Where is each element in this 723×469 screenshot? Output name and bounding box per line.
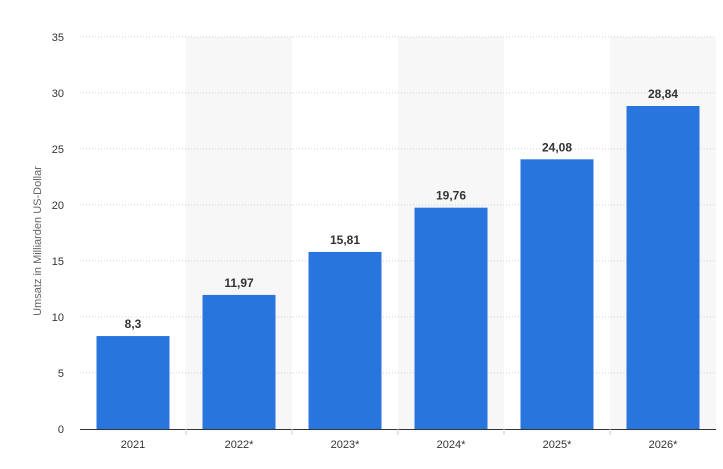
x-tick-label: 2024*	[437, 439, 466, 451]
bar	[626, 105, 700, 429]
y-axis-ticks: 0 5 10 15 20 25 30 35	[52, 32, 64, 436]
x-tick-label: 2021	[121, 439, 145, 451]
y-axis-title: Umsatz in Milliarden US-Dollar	[32, 166, 44, 316]
data-label: 19,76	[436, 189, 466, 203]
data-label: 24,08	[542, 140, 572, 154]
x-tick-label: 2026*	[649, 439, 678, 451]
bars	[96, 105, 700, 429]
bar	[308, 251, 382, 429]
bar	[96, 336, 170, 429]
y-tick-label: 20	[52, 200, 64, 212]
data-label: 28,84	[648, 87, 678, 101]
x-tick-label: 2022*	[225, 439, 254, 451]
y-tick-label: 25	[52, 144, 64, 156]
data-labels: 8,3 11,97 15,81 19,76 24,08 28,84	[125, 87, 679, 331]
y-tick-label: 15	[52, 256, 64, 268]
y-tick-label: 5	[58, 368, 64, 380]
grid-lines	[80, 36, 716, 374]
data-label: 8,3	[125, 317, 142, 331]
data-label: 15,81	[330, 233, 360, 247]
x-axis-ticks: 2021 2022* 2023* 2024* 2025* 2026*	[121, 429, 678, 451]
y-tick-label: 10	[52, 312, 64, 324]
bar	[202, 294, 276, 429]
bar	[414, 207, 488, 429]
x-tick-label: 2025*	[543, 439, 572, 451]
y-tick-label: 30	[52, 88, 64, 100]
data-label: 11,97	[224, 276, 254, 290]
x-tick-label: 2023*	[331, 439, 360, 451]
y-tick-label: 35	[52, 32, 64, 44]
bar	[520, 159, 594, 429]
y-tick-label: 0	[58, 424, 64, 436]
